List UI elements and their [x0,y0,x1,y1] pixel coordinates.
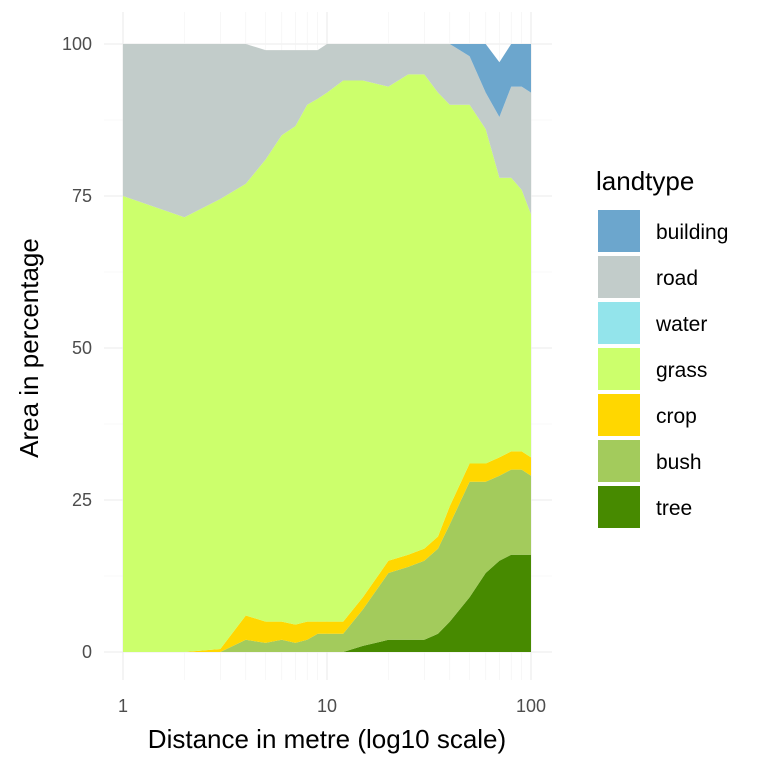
area-crop [123,451,531,652]
legend-key-building [598,210,640,252]
legend-title: landtype [596,166,694,196]
legend-key-road [598,256,640,298]
legend-label-bush: bush [656,451,702,474]
y-tick-label: 0 [82,642,92,662]
stacked-areas [123,44,531,652]
x-tick-label: 1 [118,696,128,716]
x-tick-label: 10 [317,696,337,716]
area-road [123,44,531,218]
legend-key-water [598,302,640,344]
legend-key-bush [598,440,640,482]
area-tree [123,554,531,652]
legend-label-road: road [656,267,698,290]
legend-label-grass: grass [656,359,707,382]
area-grass [123,74,531,652]
legend-key-tree [598,486,640,528]
legend-key-grass [598,348,640,390]
y-tick-label: 75 [72,186,92,206]
y-axis-title: Area in percentage [14,238,44,458]
y-axis-ticks: 0 25 50 75 100 [62,34,92,662]
legend-label-crop: crop [656,405,697,428]
x-axis-title: Distance in metre (log10 scale) [148,724,506,754]
x-axis-ticks: 1 10 100 [118,696,546,716]
x-tick-label: 100 [516,696,546,716]
y-tick-label: 25 [72,490,92,510]
legend: landtype building road water grass crop bush t… [596,166,728,528]
legend-label-water: water [655,313,707,336]
area-bush [123,469,531,652]
legend-label-tree: tree [656,497,692,520]
y-tick-label: 50 [72,338,92,358]
area-building [123,44,531,117]
y-tick-label: 100 [62,34,92,54]
legend-key-crop [598,394,640,436]
legend-label-building: building [656,221,728,244]
